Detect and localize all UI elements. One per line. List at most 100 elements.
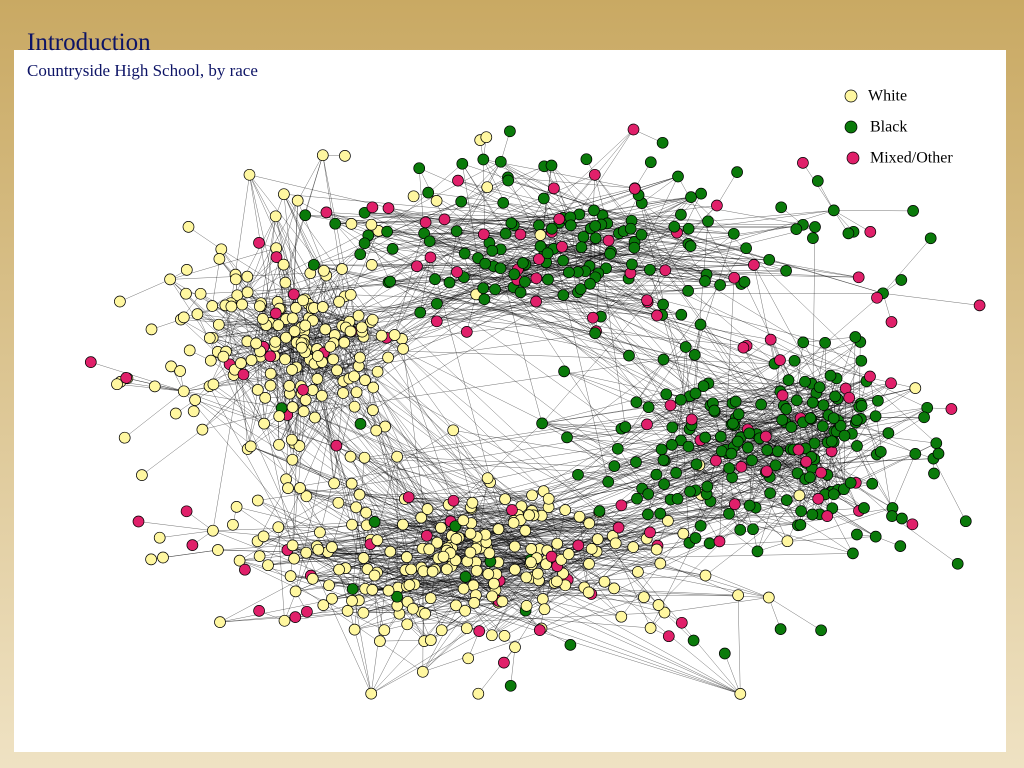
edge <box>483 159 691 247</box>
edge <box>760 404 779 452</box>
node <box>251 494 264 507</box>
nodes <box>84 123 986 700</box>
node <box>553 213 566 225</box>
node <box>731 435 744 448</box>
edge <box>566 437 701 527</box>
node <box>847 547 859 560</box>
node <box>375 329 388 342</box>
node <box>813 381 826 393</box>
edge <box>436 321 671 500</box>
node <box>959 515 972 528</box>
node <box>533 219 545 232</box>
legend-label: Mixed/Other <box>870 150 953 167</box>
edge <box>436 303 860 408</box>
node <box>449 520 462 533</box>
node <box>312 543 325 556</box>
edge <box>124 391 184 438</box>
node <box>872 394 884 407</box>
edge <box>278 324 651 533</box>
node <box>624 222 637 235</box>
edge <box>335 223 372 266</box>
node <box>631 492 643 505</box>
node <box>443 276 456 289</box>
node <box>286 312 299 325</box>
node <box>561 431 573 444</box>
node <box>504 679 517 692</box>
edge <box>287 413 739 489</box>
edge <box>119 279 171 302</box>
node <box>514 286 527 299</box>
node <box>468 597 481 609</box>
node <box>556 240 568 253</box>
node <box>564 219 577 232</box>
node <box>320 206 333 219</box>
edge <box>598 273 648 301</box>
node <box>293 440 306 452</box>
node <box>498 656 510 669</box>
node <box>502 174 515 187</box>
edge <box>705 432 889 576</box>
edge <box>350 456 651 533</box>
edge <box>677 387 916 500</box>
edge <box>416 263 486 267</box>
node <box>367 381 380 394</box>
node <box>132 515 145 528</box>
node <box>508 540 521 553</box>
edge <box>389 281 467 333</box>
node <box>690 458 703 471</box>
edge <box>770 339 879 402</box>
node <box>164 273 176 286</box>
edge <box>212 530 426 614</box>
node <box>735 461 748 473</box>
node <box>945 403 958 415</box>
node <box>370 424 383 437</box>
edge <box>665 270 832 493</box>
node <box>587 311 599 324</box>
node <box>827 488 840 501</box>
node <box>253 605 265 617</box>
node <box>583 517 596 530</box>
edge <box>434 278 658 316</box>
edge <box>749 438 760 506</box>
node <box>277 258 290 271</box>
node <box>658 478 670 490</box>
node <box>285 433 298 446</box>
node <box>287 288 300 301</box>
node <box>723 462 736 475</box>
node <box>531 567 544 580</box>
node <box>450 225 463 237</box>
edge <box>631 220 689 245</box>
node <box>795 505 807 517</box>
node <box>550 575 563 588</box>
node <box>619 421 632 433</box>
node <box>301 605 313 618</box>
node <box>153 531 166 544</box>
node <box>684 485 696 498</box>
edge <box>700 491 833 527</box>
node <box>780 403 793 415</box>
node <box>694 519 707 532</box>
edge <box>327 495 533 553</box>
node <box>413 162 426 175</box>
edge <box>453 430 613 537</box>
node <box>384 545 397 558</box>
node <box>804 471 816 484</box>
edge <box>737 595 741 694</box>
node <box>627 541 640 553</box>
slide-title: Introduction <box>27 29 151 56</box>
edge <box>194 399 371 540</box>
edge <box>247 155 324 293</box>
edge <box>466 258 540 333</box>
edge <box>416 265 525 283</box>
node <box>534 229 547 241</box>
node <box>747 523 759 536</box>
edge <box>394 334 471 553</box>
node <box>660 388 673 401</box>
edge <box>438 557 741 695</box>
node <box>728 498 741 511</box>
edge <box>782 419 893 517</box>
edge <box>169 279 304 412</box>
node <box>642 508 654 521</box>
node <box>290 302 302 314</box>
node <box>806 396 819 409</box>
